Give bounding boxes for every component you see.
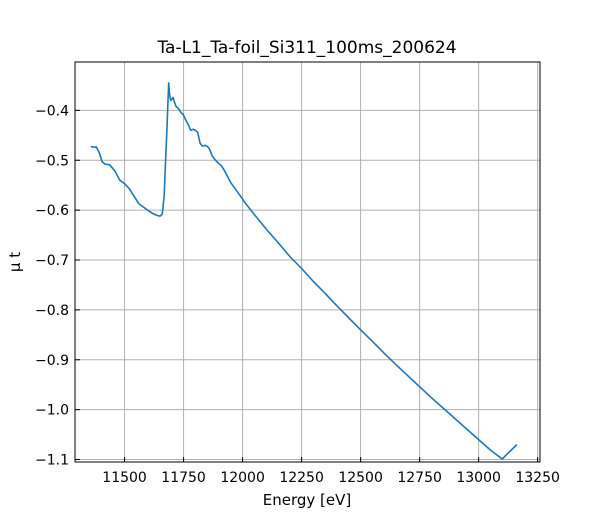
x-tick-label: 12500 <box>338 470 383 486</box>
y-tick-label: −0.8 <box>35 303 69 319</box>
x-axis-label: Energy [eV] <box>263 491 351 509</box>
x-tick-label: 13000 <box>456 470 501 486</box>
y-tick-label: −0.9 <box>35 353 69 369</box>
plot-frame <box>74 61 541 463</box>
y-tick-label: −0.6 <box>35 203 69 219</box>
y-tick-label: −0.4 <box>35 103 69 119</box>
y-tick-label: −1.0 <box>35 403 69 419</box>
x-tick-label: 12000 <box>220 470 265 486</box>
x-tick-label: 13250 <box>515 470 560 486</box>
y-axis: −1.1 −1.0 −0.9 −0.8 −0.7 −0.6 −0.5 −0.4 <box>35 103 80 469</box>
x-tick-label: 11750 <box>161 470 206 486</box>
y-axis-label: μ t <box>6 252 24 272</box>
x-axis: 11500 11750 12000 12250 12500 12750 13000 13250 <box>102 457 560 486</box>
series-layer <box>90 82 518 460</box>
series-line <box>90 82 518 460</box>
y-tick-label: −1.1 <box>35 453 69 469</box>
chart-title: Ta-L1_Ta-foil_Si311_100ms_200624 <box>156 38 456 58</box>
x-tick-label: 11500 <box>102 470 147 486</box>
x-tick-label: 12750 <box>397 470 442 486</box>
y-tick-label: −0.5 <box>35 153 69 169</box>
x-tick-label: 12250 <box>279 470 324 486</box>
grid-lines <box>75 62 540 462</box>
y-tick-label: −0.7 <box>35 253 69 269</box>
